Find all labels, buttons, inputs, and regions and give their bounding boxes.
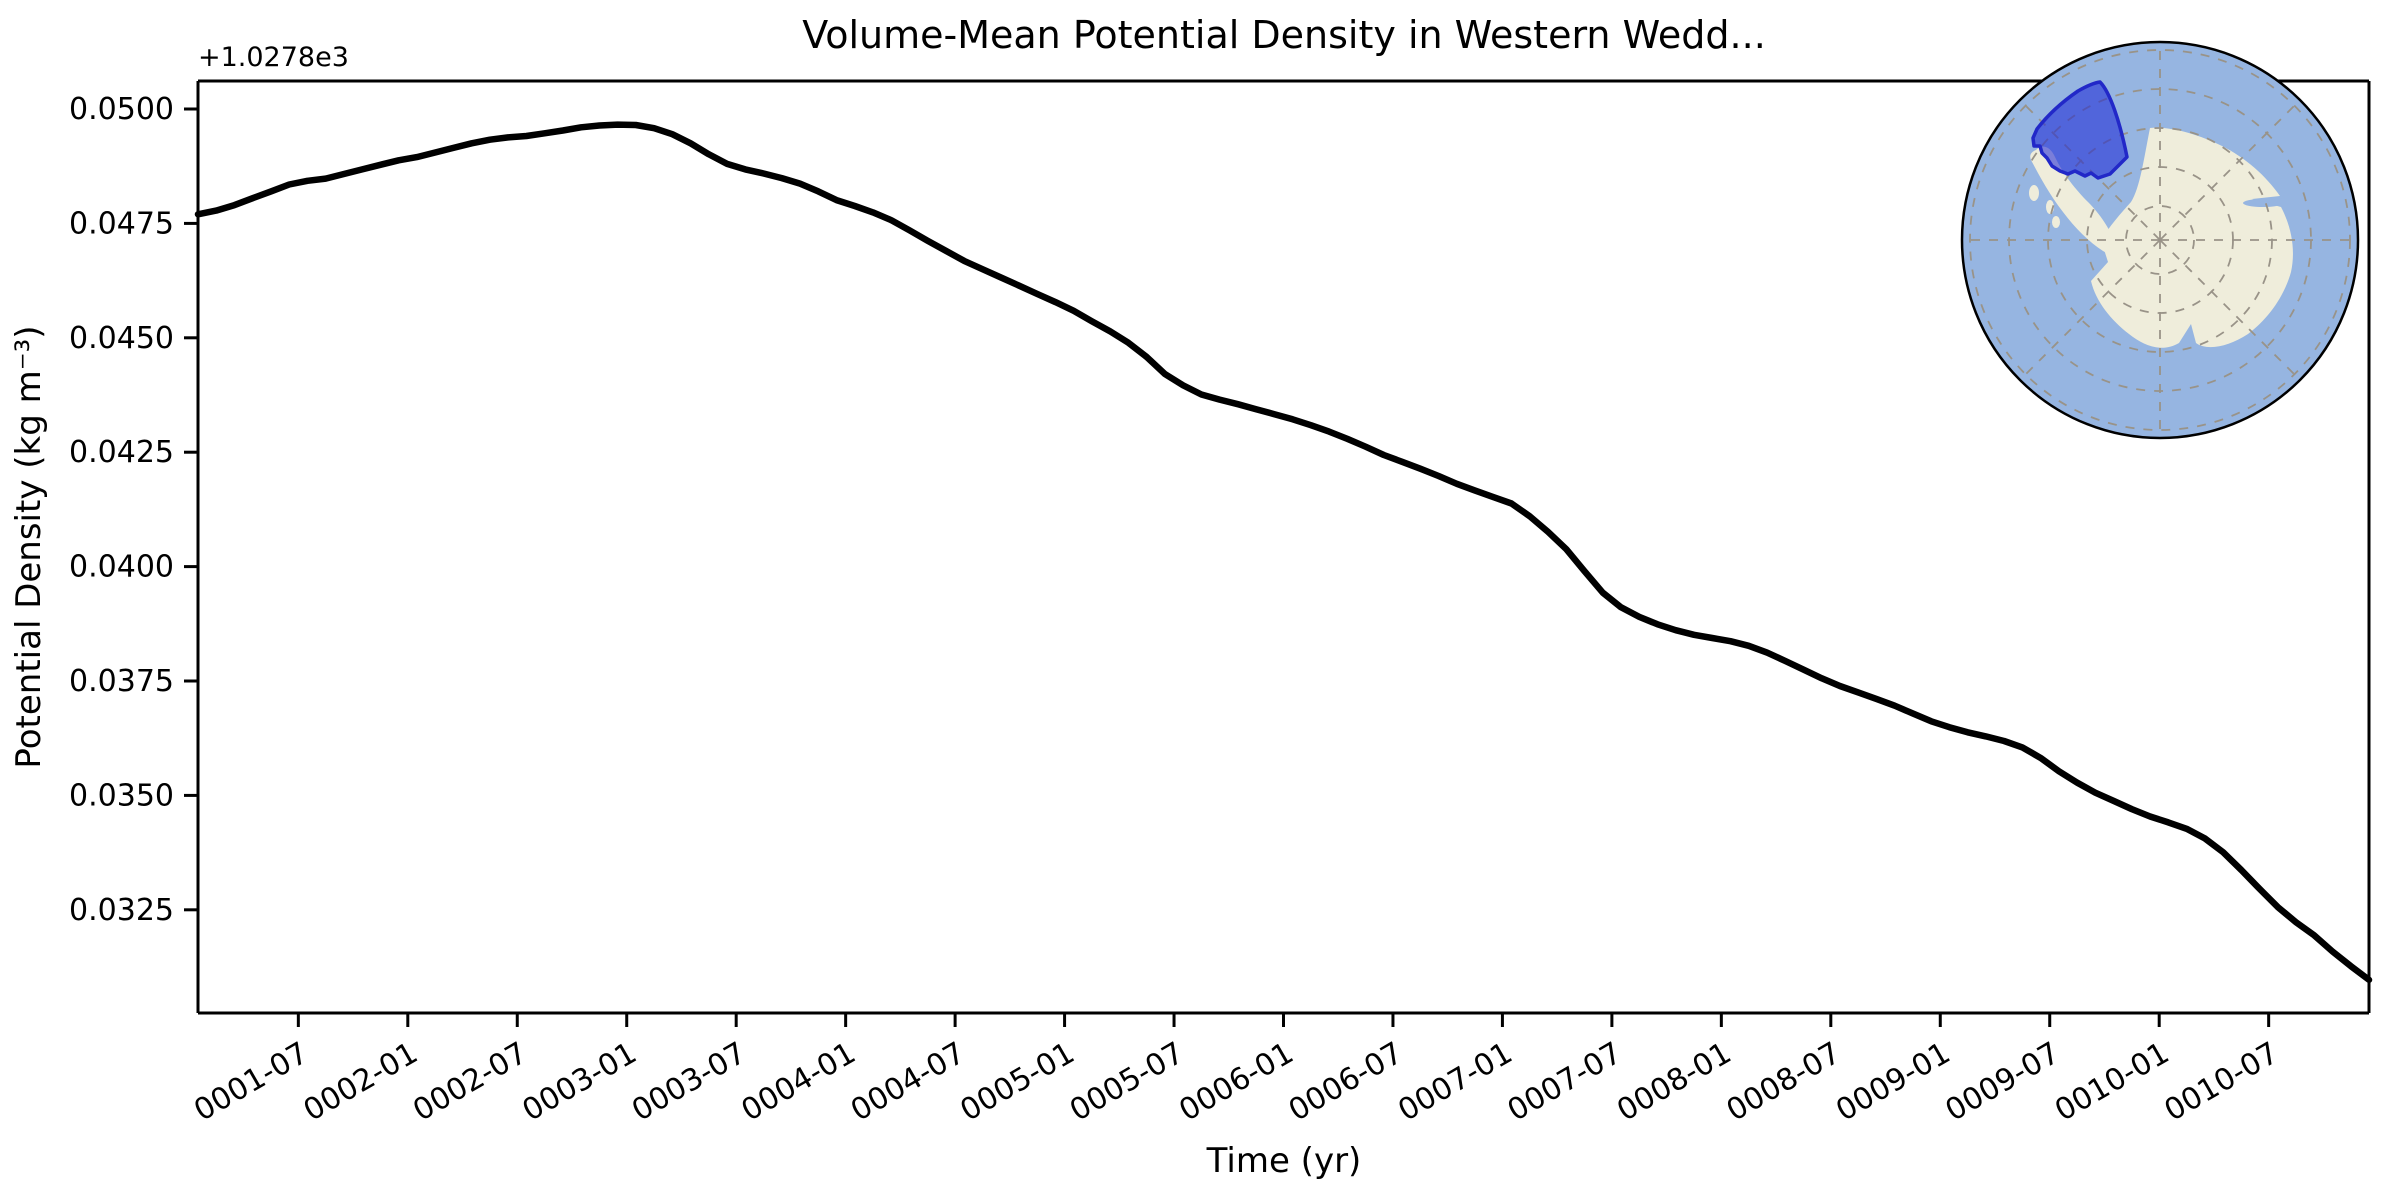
map-boundary-circle (1960, 40, 2360, 440)
x-tick-label: 0010-01 (2049, 1036, 2175, 1129)
coastal-inlet (2243, 199, 2283, 207)
antarctica-mainland (2091, 127, 2293, 348)
x-axis-label: Time (yr) (1206, 1141, 1362, 1181)
highlight-region-western-weddell (2031, 80, 2129, 180)
island (2052, 216, 2060, 228)
x-tick-label: 0007-01 (1392, 1036, 1518, 1129)
y-tick-label: 0.0325 (69, 893, 174, 928)
y-tick-label: 0.0500 (69, 92, 174, 127)
meridian-line (2019, 239, 2161, 381)
latitude-circle (1969, 49, 2351, 431)
x-tick-label: 0003-07 (626, 1036, 752, 1129)
x-tick-label: 0006-07 (1283, 1036, 1409, 1129)
x-tick-label: 0008-07 (1721, 1036, 1847, 1129)
x-tick-label: 0004-07 (845, 1036, 971, 1129)
x-tick-label: 0001-07 (188, 1036, 314, 1129)
x-tick-label: 0005-01 (955, 1036, 1081, 1129)
chart-title: Volume-Mean Potential Density in Western… (802, 13, 1766, 57)
y-tick-label: 0.0475 (69, 206, 174, 241)
antarctic-peninsula (2030, 146, 2116, 254)
x-tick-label: 0005-07 (1064, 1036, 1190, 1129)
antarctica-inset-map (1960, 40, 2360, 440)
x-axis-ticks: 0001-070002-010002-070003-010003-070004-… (188, 1013, 2285, 1129)
y-axis-offset-text: +1.0278e3 (198, 42, 349, 73)
x-tick-label: 0002-07 (407, 1036, 533, 1129)
y-tick-label: 0.0375 (69, 664, 174, 699)
x-tick-label: 0009-07 (1940, 1036, 2066, 1129)
x-tick-label: 0007-07 (1502, 1036, 1628, 1129)
y-tick-label: 0.0425 (69, 435, 174, 470)
latitude-circle (2125, 205, 2195, 275)
x-tick-label: 0004-01 (736, 1036, 862, 1129)
y-tick-label: 0.0450 (69, 321, 174, 356)
density-series-line (194, 121, 2373, 984)
meridian-line (2159, 99, 2301, 241)
x-tick-label: 0009-01 (1830, 1036, 1956, 1129)
x-tick-label: 0008-01 (1611, 1036, 1737, 1129)
y-tick-label: 0.0350 (69, 778, 174, 813)
x-tick-label: 0006-01 (1173, 1036, 1299, 1129)
y-axis-label: Potential Density (kg m⁻³) (9, 325, 49, 768)
x-tick-label: 0002-01 (298, 1036, 424, 1129)
x-tick-label: 0010-07 (2159, 1036, 2285, 1129)
y-axis-ticks: 0.0500 0.0475 0.0450 0.0425 0.0400 0.0375 0.03… (69, 92, 198, 928)
y-tick-label: 0.0400 (69, 550, 174, 585)
x-tick-label: 0003-01 (517, 1036, 643, 1129)
meridian-line (2159, 239, 2301, 381)
island (2029, 185, 2039, 201)
